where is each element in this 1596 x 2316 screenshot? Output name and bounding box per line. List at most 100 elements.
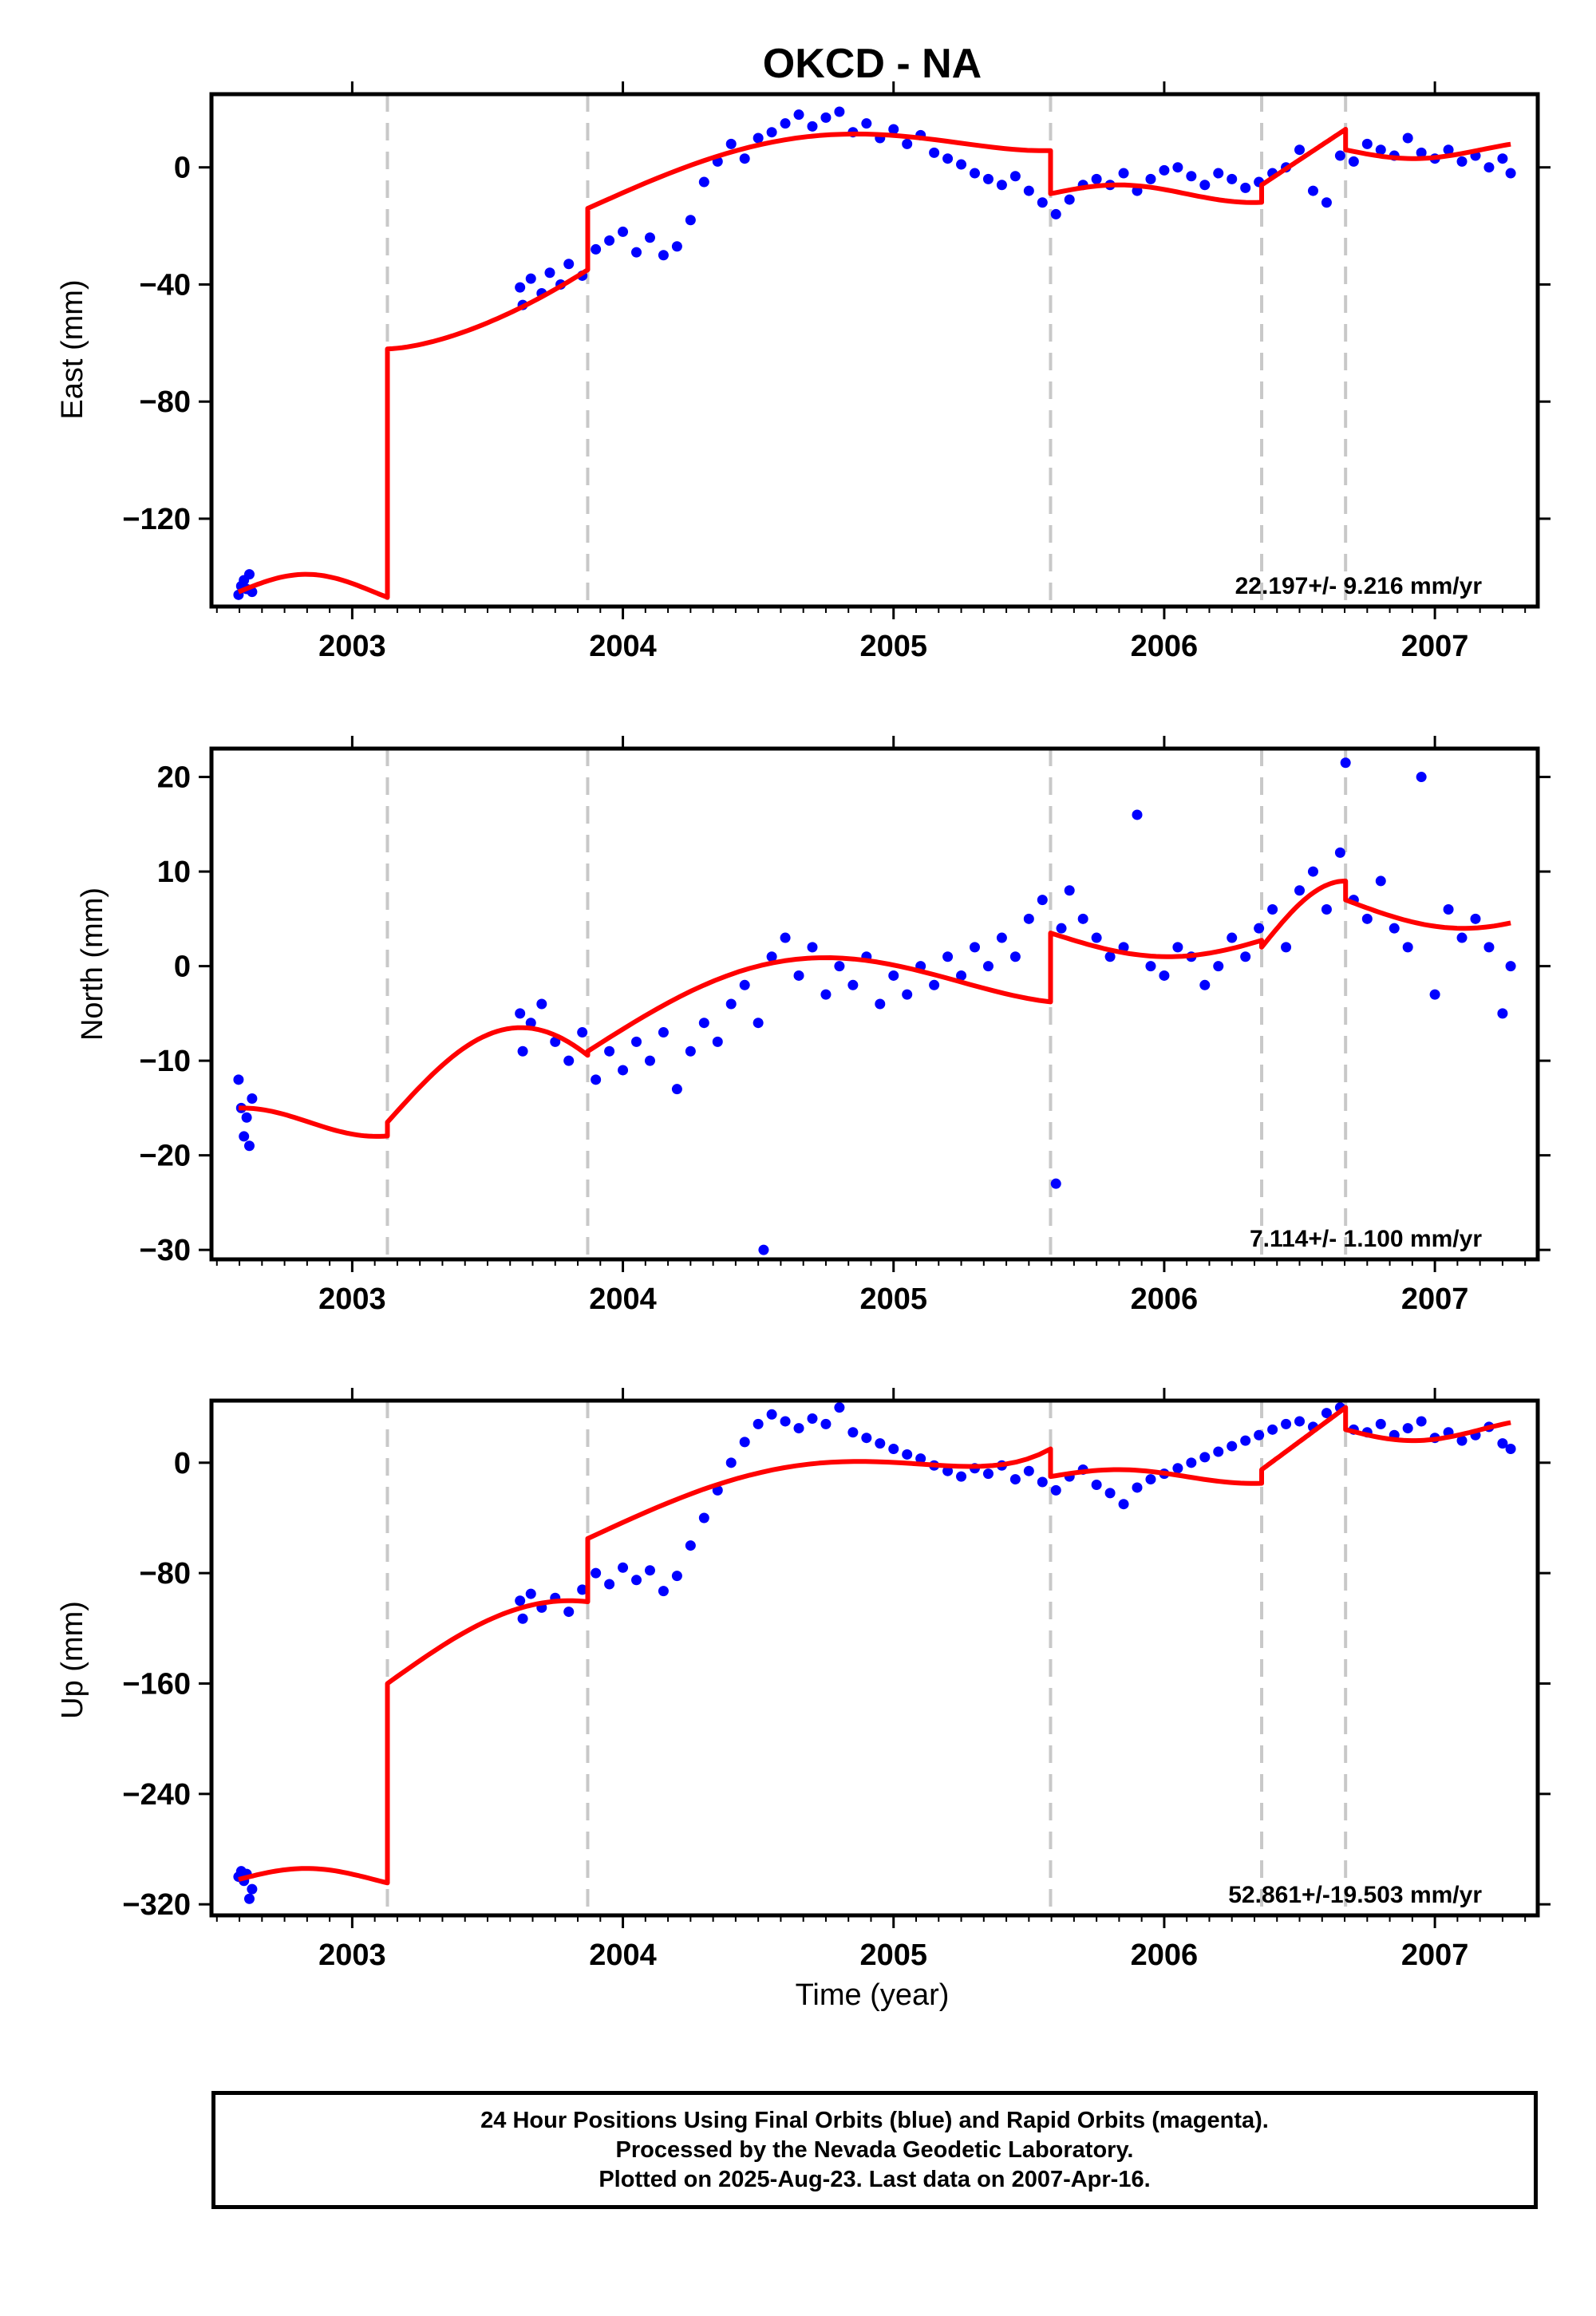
data-point bbox=[1172, 1463, 1183, 1474]
data-point bbox=[766, 1409, 777, 1420]
data-point bbox=[658, 1586, 669, 1597]
data-point bbox=[902, 138, 913, 149]
data-point bbox=[1199, 1452, 1211, 1463]
data-point bbox=[956, 970, 967, 981]
data-point bbox=[1443, 903, 1454, 915]
y-tick-label: −160 bbox=[122, 1667, 191, 1701]
data-point bbox=[550, 1036, 561, 1047]
data-point bbox=[1199, 979, 1211, 990]
data-point bbox=[1104, 951, 1116, 962]
data-point bbox=[1240, 182, 1251, 193]
model-line bbox=[237, 127, 1511, 600]
y-tick-label: 0 bbox=[174, 951, 191, 984]
data-point bbox=[631, 247, 642, 258]
data-point bbox=[1429, 989, 1440, 1000]
data-point bbox=[982, 961, 994, 972]
data-point bbox=[591, 1567, 602, 1579]
data-point bbox=[875, 1438, 886, 1449]
data-point bbox=[1402, 942, 1413, 953]
data-point bbox=[1361, 913, 1373, 924]
data-point bbox=[834, 106, 845, 117]
data-point bbox=[1132, 1482, 1143, 1493]
data-point bbox=[1375, 1418, 1386, 1429]
data-point bbox=[1483, 942, 1495, 953]
y-tick-label: −30 bbox=[140, 1234, 191, 1267]
plot-frame bbox=[209, 1398, 1540, 1918]
y-tick-label: −10 bbox=[140, 1045, 191, 1078]
data-point bbox=[515, 1008, 526, 1019]
data-point bbox=[753, 132, 764, 144]
data-point bbox=[766, 127, 777, 138]
data-point bbox=[861, 118, 872, 129]
data-point bbox=[515, 1595, 526, 1607]
data-point bbox=[725, 138, 737, 149]
rate-annotation: 52.861+/-19.503 mm/yr bbox=[1228, 1882, 1482, 1908]
data-point bbox=[1159, 970, 1170, 981]
data-point bbox=[725, 998, 737, 1010]
data-point bbox=[1307, 185, 1318, 196]
x-tick-label: 2007 bbox=[1401, 1939, 1469, 1972]
rate-annotation: 7.114+/- 1.100 mm/yr bbox=[1250, 1226, 1482, 1252]
data-point bbox=[591, 243, 602, 255]
data-point bbox=[577, 1584, 588, 1595]
data-point bbox=[671, 241, 682, 252]
x-tick-label: 2006 bbox=[1131, 1282, 1199, 1316]
data-point bbox=[956, 1471, 967, 1482]
data-point bbox=[1172, 942, 1183, 953]
data-point bbox=[618, 1562, 629, 1573]
data-point bbox=[1132, 809, 1143, 820]
y-tick-label: −240 bbox=[122, 1778, 191, 1812]
data-point bbox=[969, 168, 980, 179]
data-point bbox=[969, 942, 980, 953]
data-point bbox=[631, 1036, 642, 1047]
data-point bbox=[241, 1112, 252, 1123]
footer-box: 24 Hour Positions Using Final Orbits (bl… bbox=[211, 2091, 1538, 2209]
data-point bbox=[820, 989, 832, 1000]
data-point bbox=[820, 1418, 832, 1429]
data-point bbox=[631, 1575, 642, 1586]
data-point bbox=[915, 1453, 926, 1464]
data-point bbox=[1416, 772, 1427, 783]
footer-line-1: 24 Hour Positions Using Final Orbits (bl… bbox=[480, 2107, 1269, 2133]
data-point bbox=[1321, 1408, 1332, 1419]
data-point bbox=[1321, 903, 1332, 915]
data-point bbox=[1009, 171, 1021, 182]
y-tick-label: 0 bbox=[174, 152, 191, 185]
data-point bbox=[1334, 150, 1345, 161]
data-point bbox=[1064, 194, 1075, 205]
data-point bbox=[834, 1402, 845, 1413]
data-point bbox=[942, 153, 954, 164]
data-point bbox=[1104, 1488, 1116, 1499]
data-point bbox=[888, 1444, 899, 1455]
data-point bbox=[847, 979, 859, 990]
y-tick-label: −320 bbox=[122, 1888, 191, 1922]
data-point bbox=[515, 282, 526, 293]
panel-north: North (mm) 2003 2004 2005 2006 2007 20 10 0 −10 −… bbox=[76, 736, 1551, 1316]
data-point bbox=[644, 1565, 655, 1576]
data-point bbox=[1037, 197, 1048, 208]
data-point bbox=[1118, 168, 1129, 179]
data-point bbox=[1213, 168, 1224, 179]
x-tick-label: 2005 bbox=[859, 1282, 927, 1316]
x-tick-label: 2007 bbox=[1401, 630, 1469, 663]
data-point bbox=[233, 1074, 244, 1085]
data-point bbox=[902, 1448, 913, 1460]
data-point bbox=[525, 1588, 536, 1599]
model-line bbox=[238, 878, 1511, 1139]
data-point bbox=[604, 235, 615, 246]
data-point bbox=[1505, 961, 1516, 972]
data-point bbox=[758, 1244, 769, 1255]
x-tick-label: 2003 bbox=[318, 1939, 386, 1972]
data-point bbox=[793, 1423, 804, 1434]
data-point bbox=[739, 1437, 750, 1448]
data-point bbox=[563, 1607, 575, 1618]
data-point bbox=[644, 1055, 655, 1066]
data-point bbox=[982, 1468, 994, 1480]
data-point bbox=[875, 998, 886, 1010]
data-point bbox=[739, 153, 750, 164]
data-point bbox=[1348, 156, 1359, 167]
x-tick-label: 2003 bbox=[318, 1282, 386, 1316]
data-point bbox=[698, 1018, 709, 1029]
data-point bbox=[1505, 168, 1516, 179]
data-point bbox=[1227, 1441, 1238, 1452]
